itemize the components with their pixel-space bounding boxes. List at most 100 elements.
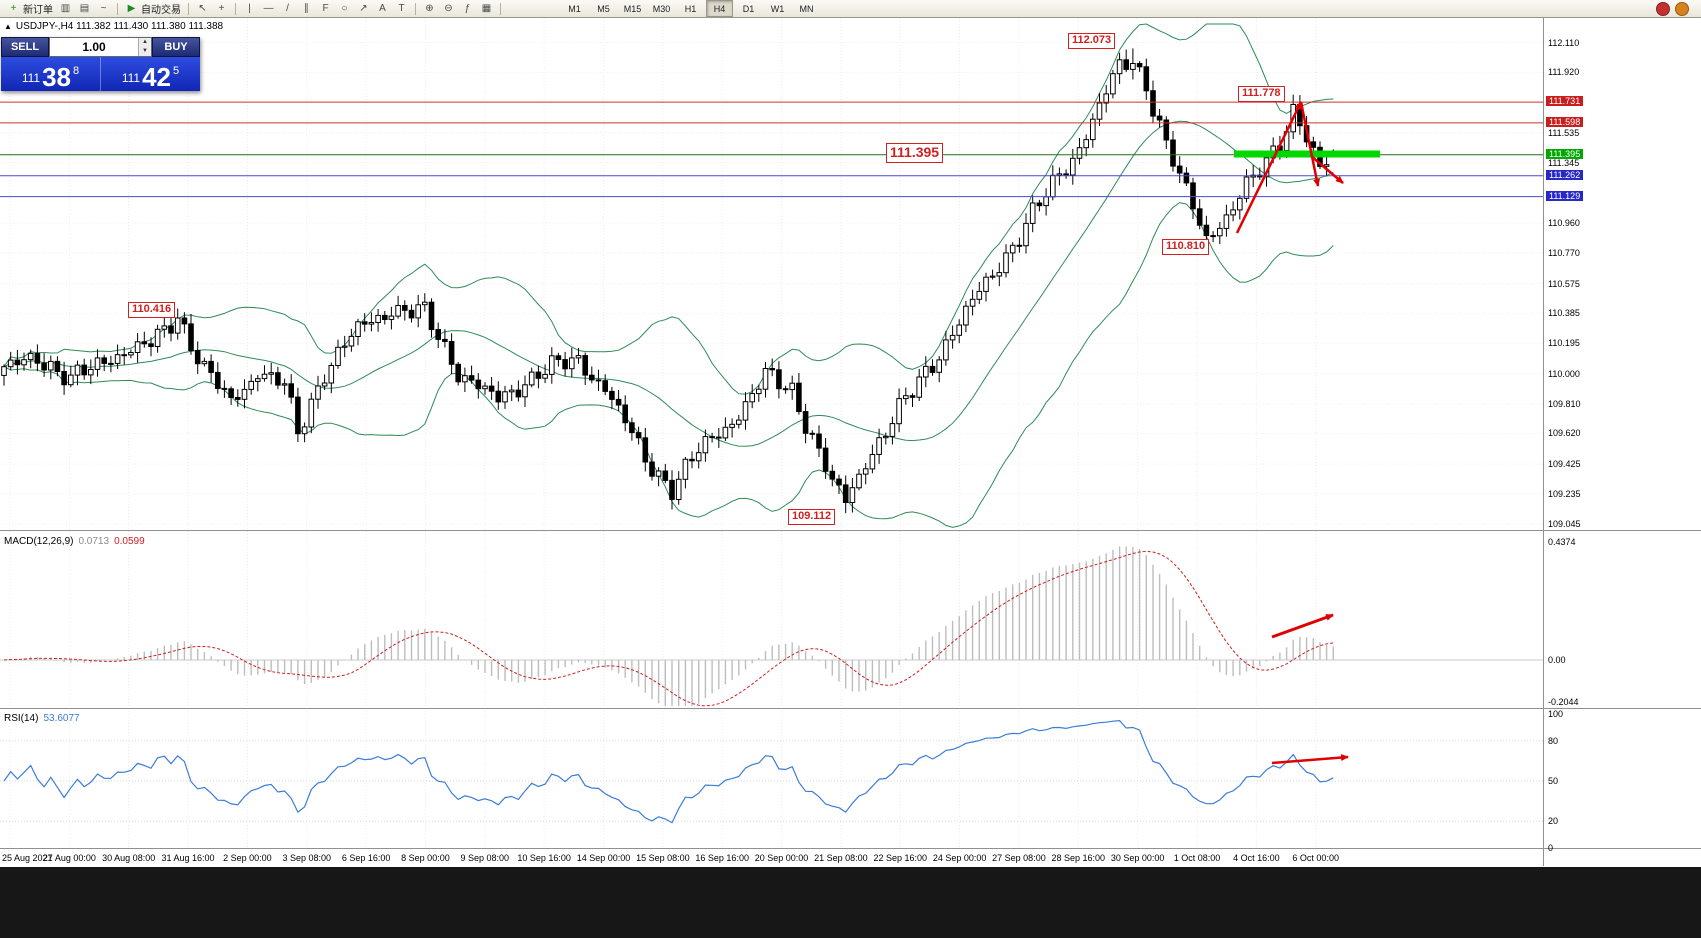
price-axis-label: 110.195 <box>1548 338 1580 348</box>
timeframe-w1[interactable]: W1 <box>770 3 785 14</box>
auto-trading-label[interactable]: 自动交易 <box>141 5 181 16</box>
chart-candles-icon[interactable]: ▤ <box>79 2 90 14</box>
price-annotation-110.810[interactable]: 110.810 <box>1162 239 1210 255</box>
trend-arrow-1[interactable] <box>1235 101 1303 234</box>
buy-button[interactable]: BUY <box>152 37 200 57</box>
price-axis-label: 109.235 <box>1548 489 1581 499</box>
timeframe-h1[interactable]: H1 <box>684 3 697 14</box>
macd-axis-label: 0.00 <box>1548 655 1566 665</box>
date-axis-label: 24 Sep 00:00 <box>932 853 987 863</box>
text-label-icon[interactable]: T <box>398 2 405 14</box>
price-axis-label: 110.575 <box>1548 279 1580 289</box>
date-axis-label: 27 Aug 00:00 <box>42 853 96 863</box>
rsi-name: RSI(14) <box>4 713 39 724</box>
timeframe-d1[interactable]: D1 <box>742 3 755 14</box>
direction-icon: ▲ <box>4 22 12 31</box>
macd-axis-label: 0.4374 <box>1548 537 1576 547</box>
rsi-line <box>3 719 1334 824</box>
vertical-line-icon[interactable]: | <box>248 2 251 14</box>
date-axis-label: 3 Sep 08:00 <box>282 853 332 863</box>
timeframe-m30[interactable]: M30 <box>652 3 671 14</box>
rsi-axis-label: 80 <box>1548 736 1559 746</box>
trend-arrow-3[interactable] <box>1310 155 1344 184</box>
fibonacci-icon[interactable]: F <box>322 2 329 14</box>
price-annotation-111.778[interactable]: 111.778 <box>1238 86 1285 102</box>
crosshair-icon[interactable]: + <box>218 2 225 14</box>
rsi-axis-label: 0 <box>1548 843 1554 853</box>
price-annotation-110.416[interactable]: 110.416 <box>128 302 176 318</box>
sell-price[interactable]: 111 38 8 <box>1 57 100 91</box>
trendline-icon[interactable]: / <box>286 2 289 14</box>
volume-stepper[interactable]: 1.00 ▲ ▼ <box>49 37 152 57</box>
price-annotation-109.112[interactable]: 109.112 <box>788 509 836 525</box>
price-tag-111.395: 111.395 <box>1546 149 1584 159</box>
tile-windows-icon[interactable]: ▦ <box>481 2 492 14</box>
new-order-icon[interactable]: + <box>10 2 17 14</box>
volume-up-icon[interactable]: ▲ <box>139 38 151 47</box>
sell-price-prefix: 111 <box>21 71 41 85</box>
date-axis-label: 14 Sep 00:00 <box>576 853 631 863</box>
alert-badge-icon[interactable] <box>1656 1 1670 16</box>
date-axis-label: 21 Sep 08:00 <box>814 853 868 863</box>
toolbar-separator <box>415 2 416 15</box>
price-axis-label: 110.960 <box>1548 218 1580 228</box>
rsi-axis-label: 20 <box>1548 816 1559 826</box>
community-badge-icon[interactable] <box>1675 1 1689 16</box>
toolbar-icons: + 新订单 ▥ ▤ ~ ▶ 自动交易 ↖ + | — / ∥ F ○ ↗ A T ⊕ ⊖ ƒ ▦ <box>4 1 505 16</box>
timeframe-m1[interactable]: M1 <box>568 3 581 14</box>
support-zone-line[interactable] <box>1234 150 1380 158</box>
trend-arrow-2[interactable] <box>1299 101 1321 187</box>
auto-trading-icon[interactable]: ▶ <box>127 2 136 14</box>
timeframe-m15[interactable]: M15 <box>623 3 642 14</box>
trade-panel-prices: 111 38 8 111 42 5 <box>1 57 200 91</box>
chart-bars-icon[interactable]: ▥ <box>60 2 71 14</box>
timeframe-h4[interactable]: H4 <box>706 0 733 17</box>
empty-bottom-area <box>0 867 1701 938</box>
date-axis-label: 31 Aug 16:00 <box>161 853 215 863</box>
macd-name: MACD(12,26,9) <box>4 536 74 547</box>
volume-value[interactable]: 1.00 <box>82 40 106 54</box>
trade-panel-controls: SELL 1.00 ▲ ▼ BUY <box>1 37 200 57</box>
indicators-icon[interactable]: ƒ <box>464 2 471 14</box>
date-axis-label: 2 Sep 00:00 <box>223 853 272 863</box>
volume-spin-buttons[interactable]: ▲ ▼ <box>138 38 151 56</box>
channel-icon[interactable]: ∥ <box>304 2 309 14</box>
new-order-label[interactable]: 新订单 <box>23 5 53 16</box>
date-axis-label: 4 Oct 16:00 <box>1233 853 1280 863</box>
trend-arrow-5[interactable] <box>1271 754 1349 765</box>
text-icon[interactable]: A <box>379 2 386 14</box>
price-axis-label: 109.620 <box>1548 428 1581 438</box>
date-axis[interactable]: 25 Aug 2021 27 Aug 00:00 30 Aug 08:00 31 Au… <box>0 851 1701 866</box>
toolbar-separator <box>500 2 501 15</box>
toolbar-separator <box>235 2 236 15</box>
arrows-icon[interactable]: ↗ <box>359 2 368 14</box>
rsi-indicator-label: RSI(14) 53.6077 <box>4 713 80 724</box>
timeframe-toolbar: M1 M5 M15 M30 H1 H4 D1 W1 MN <box>560 0 821 17</box>
buy-price[interactable]: 111 42 5 <box>100 57 200 91</box>
macd-signal-line <box>3 550 1334 707</box>
timeframe-mn[interactable]: MN <box>799 3 814 14</box>
price-axis-label: 110.385 <box>1548 308 1580 318</box>
sell-button[interactable]: SELL <box>1 37 49 57</box>
date-axis-label: 30 Sep 00:00 <box>1110 853 1165 863</box>
shapes-icon[interactable]: ○ <box>341 2 348 14</box>
horizontal-line-icon[interactable]: — <box>263 2 274 14</box>
date-axis-label: 6 Sep 16:00 <box>341 853 391 863</box>
macd-signal-value: 0.0599 <box>114 536 145 547</box>
price-axis-label: 110.770 <box>1548 248 1580 258</box>
date-axis-label: 20 Sep 00:00 <box>754 853 809 863</box>
volume-down-icon[interactable]: ▼ <box>139 47 151 56</box>
cursor-icon[interactable]: ↖ <box>198 2 207 14</box>
zoom-out-icon[interactable]: ⊖ <box>444 2 453 14</box>
timeframe-m5[interactable]: M5 <box>597 3 610 14</box>
trend-arrow-4[interactable] <box>1271 613 1334 639</box>
chart-line-icon[interactable]: ~ <box>100 2 107 14</box>
price-axis-label: 111.535 <box>1548 128 1580 138</box>
date-axis-label: 10 Sep 16:00 <box>517 853 571 863</box>
buy-price-big: 42 <box>142 61 172 92</box>
price-annotation-112.073[interactable]: 112.073 <box>1068 33 1116 49</box>
price-annotation-111.395[interactable]: 111.395 <box>886 143 944 163</box>
zoom-in-icon[interactable]: ⊕ <box>425 2 434 14</box>
bollinger-middle <box>3 120 1334 447</box>
